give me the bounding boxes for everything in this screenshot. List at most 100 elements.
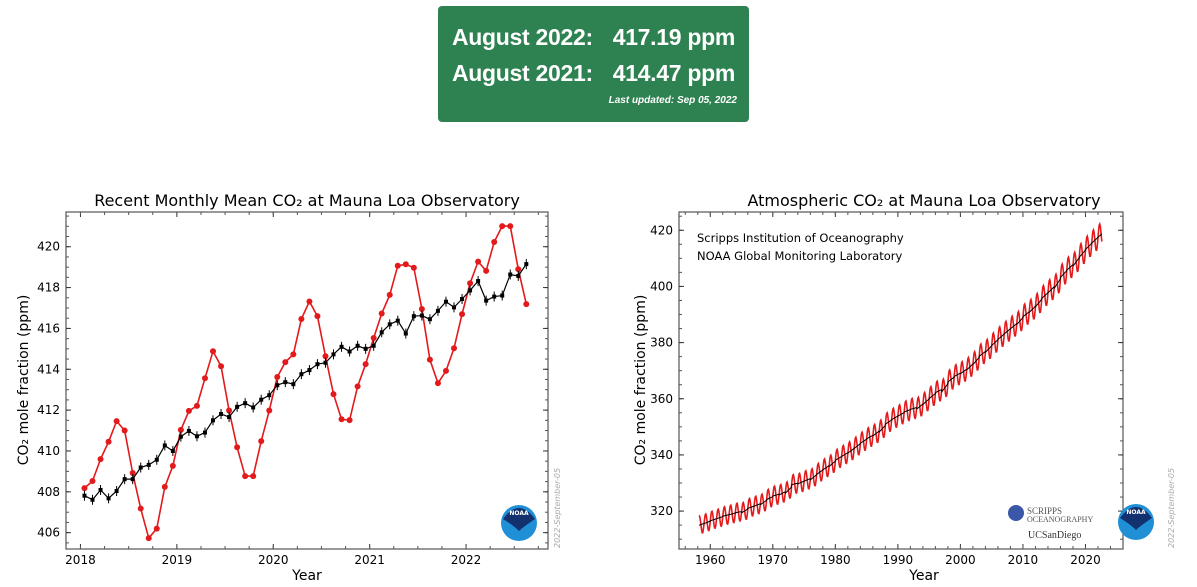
chart-title: Atmospheric CO₂ at Mauna Loa Observatory: [747, 191, 1100, 210]
data-point: [402, 261, 409, 268]
data-point: [483, 267, 490, 274]
current-value: 417.19 ppm: [612, 24, 736, 50]
data-point: [258, 438, 265, 445]
x-tick-label: 2021: [354, 553, 385, 567]
data-point: [435, 308, 440, 313]
x-tick-label: 1970: [758, 553, 789, 567]
y-tick-label: 410: [37, 444, 60, 458]
data-point: [259, 397, 264, 402]
series-line: [84, 263, 527, 501]
last-updated: Last updated: Sep 05, 2022: [608, 95, 737, 106]
noaa-logo-text: NOAA: [1126, 509, 1146, 516]
data-point: [443, 299, 448, 304]
y-axis-label: CO₂ mole fraction (ppm): [633, 295, 649, 466]
noaa-logo: NOAA: [1118, 504, 1154, 540]
current-reading: August 2022: 417.19 ppm: [452, 24, 735, 51]
data-point: [499, 223, 506, 230]
data-point: [354, 383, 361, 390]
data-point: [427, 317, 432, 322]
monthly-series-line: [698, 221, 1103, 534]
data-point: [459, 311, 466, 318]
data-point: [323, 360, 328, 365]
x-axis-label: Year: [908, 568, 939, 584]
data-point: [186, 428, 191, 433]
data-point: [314, 313, 321, 320]
data-point: [452, 305, 457, 310]
data-point: [202, 430, 207, 435]
y-tick-label: 416: [37, 321, 60, 335]
data-point: [387, 322, 392, 327]
chart-title: Recent Monthly Mean CO₂ at Mauna Loa Obs…: [94, 191, 520, 210]
data-point: [476, 279, 481, 284]
data-point: [154, 457, 159, 462]
svg-text:UCSanDiego: UCSanDiego: [1028, 530, 1081, 541]
y-tick-label: 412: [37, 403, 60, 417]
co2-summary-banner: August 2022: 417.19 ppm August 2021: 414…: [438, 6, 749, 122]
data-point: [114, 488, 119, 493]
data-point: [153, 525, 160, 532]
date-stamp: 2022-September-05: [1167, 468, 1176, 548]
data-point: [105, 438, 112, 445]
long-term-chart: Atmospheric CO₂ at Mauna Loa Observatory…: [633, 191, 1176, 584]
data-point: [451, 345, 458, 352]
data-point: [178, 434, 183, 439]
previous-label: August 2021:: [452, 60, 593, 86]
data-point: [330, 391, 337, 398]
data-point: [484, 298, 489, 303]
series-line: [83, 225, 528, 540]
data-point: [282, 359, 289, 366]
data-point: [315, 362, 320, 367]
data-point: [193, 402, 200, 409]
y-tick-label: 400: [650, 279, 673, 293]
data-point: [410, 264, 417, 271]
data-point: [210, 348, 217, 355]
data-point: [266, 407, 273, 414]
y-tick-label: 406: [37, 526, 60, 540]
data-point: [386, 291, 393, 298]
data-point: [371, 343, 376, 348]
data-point: [426, 356, 433, 363]
data-point: [242, 473, 249, 480]
data-point: [322, 353, 329, 360]
data-point: [523, 301, 530, 308]
data-point: [411, 314, 416, 319]
data-point: [500, 293, 505, 298]
trend-series-line: [698, 233, 1103, 526]
x-tick-label: 2010: [1008, 553, 1039, 567]
data-point: [508, 272, 513, 277]
data-point: [243, 401, 248, 406]
data-point: [169, 462, 176, 469]
data-point: [106, 496, 111, 501]
data-point: [234, 444, 241, 451]
data-point: [267, 393, 272, 398]
data-point: [130, 477, 135, 482]
data-point: [146, 462, 151, 467]
data-point: [283, 380, 288, 385]
data-point: [274, 374, 281, 381]
annotation-noaa: NOAA Global Monitoring Laboratory: [697, 249, 902, 263]
data-point: [211, 418, 216, 423]
data-point: [145, 535, 152, 542]
data-point: [129, 470, 136, 477]
data-point: [113, 418, 120, 425]
data-point: [194, 434, 199, 439]
data-point: [370, 335, 377, 342]
data-point: [467, 280, 474, 287]
data-point: [81, 485, 88, 492]
y-tick-label: 340: [650, 448, 673, 462]
x-tick-label: 1960: [695, 553, 726, 567]
x-tick-label: 2020: [1070, 553, 1101, 567]
data-point: [235, 404, 240, 409]
data-point: [226, 407, 233, 414]
data-point: [475, 258, 482, 265]
previous-value: 414.47 ppm: [612, 60, 736, 86]
x-tick-label: 2022: [451, 553, 482, 567]
x-tick-label: 2019: [162, 553, 193, 567]
data-point: [355, 343, 360, 348]
data-point: [492, 294, 497, 299]
data-point: [250, 473, 257, 480]
data-point: [251, 405, 256, 410]
noaa-logo-text: NOAA: [509, 510, 529, 517]
y-axis-label: CO₂ mole fraction (ppm): [16, 295, 32, 466]
data-point: [491, 239, 498, 246]
